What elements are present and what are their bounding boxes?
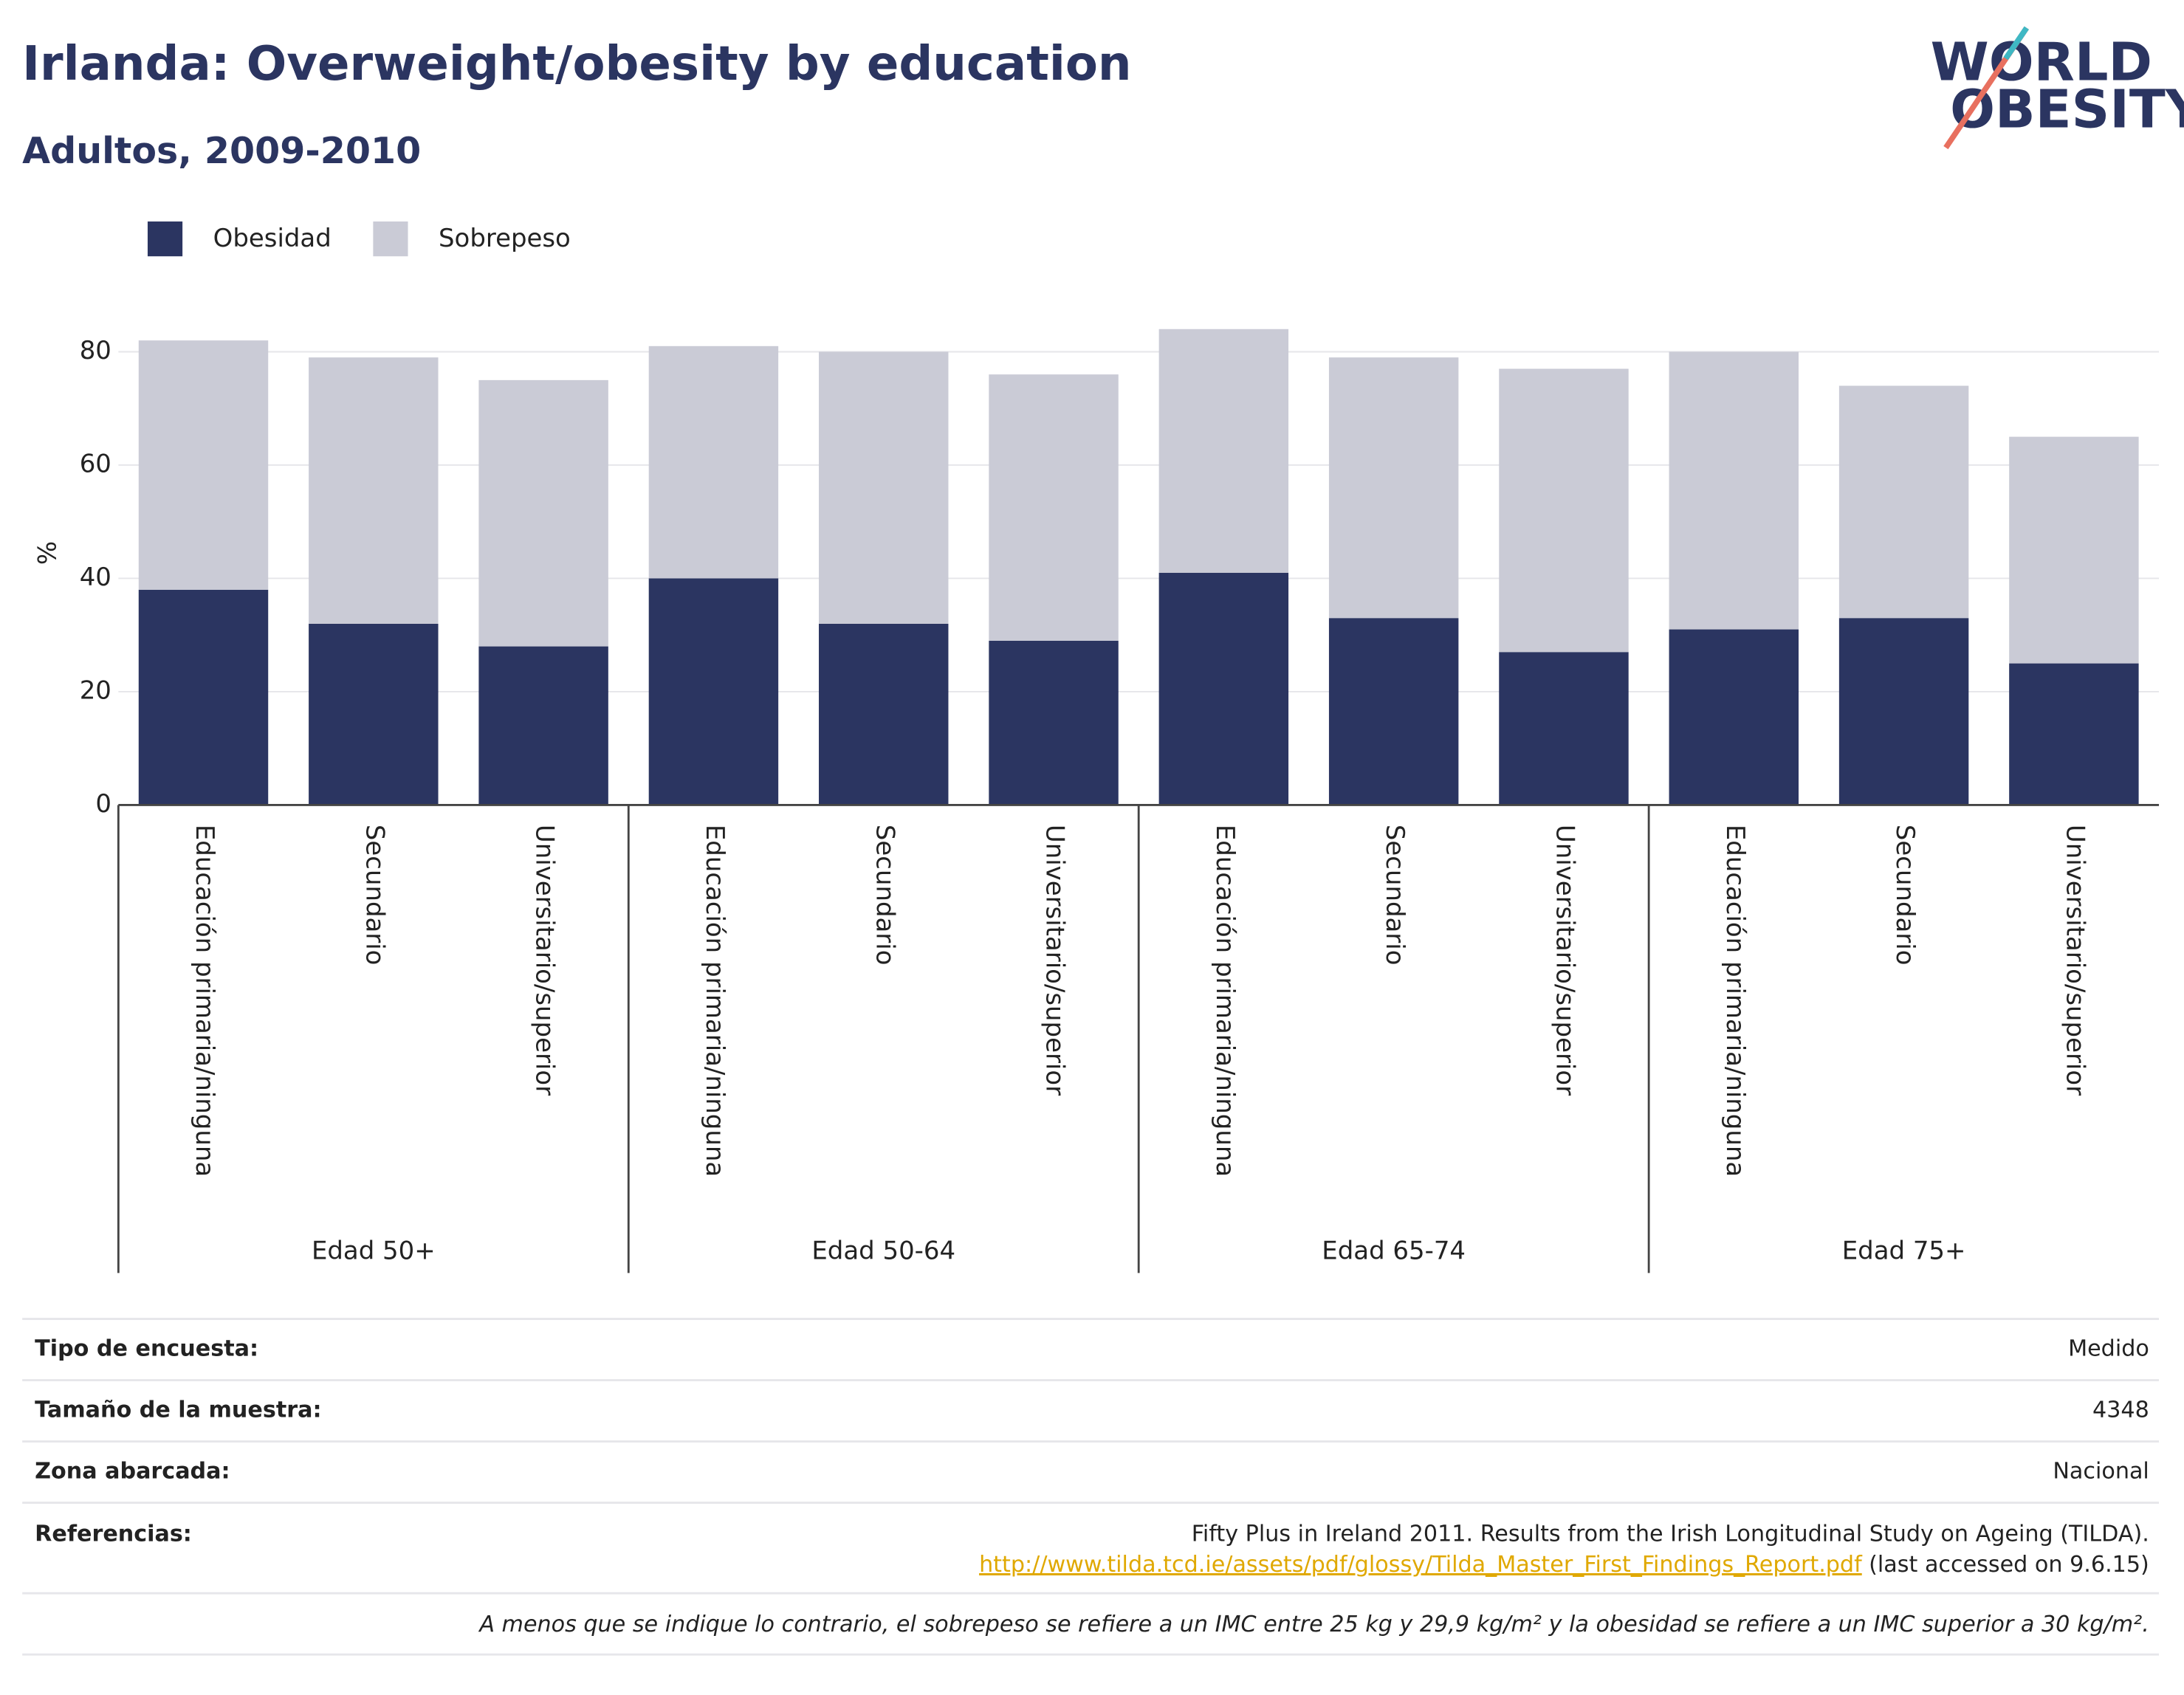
y-axis-label: % bbox=[33, 541, 63, 565]
y-tick-label: 80 bbox=[80, 336, 111, 365]
x-tick-label: Secundario bbox=[360, 825, 389, 966]
footer-value: 4348 bbox=[2092, 1397, 2149, 1423]
x-tick-label: Educación primaria/ninguna bbox=[190, 825, 219, 1177]
group-label: Edad 50+ bbox=[312, 1237, 436, 1266]
x-tick-label: Secundario bbox=[1380, 825, 1409, 966]
chart-subtitle: Adultos, 2009-2010 bbox=[22, 129, 421, 172]
bar-segment bbox=[1158, 572, 1289, 805]
chart-title: Irlanda: Overweight/obesity by education bbox=[22, 36, 1131, 92]
group-label: Edad 75+ bbox=[1842, 1237, 1966, 1266]
bar-segment bbox=[1328, 618, 1459, 805]
bar-segment bbox=[648, 578, 779, 805]
bar-segment bbox=[1669, 629, 1799, 805]
bar-segment bbox=[819, 623, 949, 805]
bar-segment bbox=[478, 379, 608, 647]
x-tick-label: Universitario/superior bbox=[1040, 825, 1070, 1096]
y-tick-label: 0 bbox=[95, 789, 111, 819]
legend-swatch bbox=[373, 221, 408, 257]
bar-segment bbox=[1158, 329, 1289, 573]
bar-segment bbox=[648, 345, 779, 579]
footer-label: Zona abarcada: bbox=[35, 1459, 230, 1485]
x-tick-label: Educación primaria/ninguna bbox=[1720, 825, 1750, 1177]
logo-text: WORLD bbox=[1931, 30, 2152, 92]
footer-label: Tamaño de la muestra: bbox=[35, 1397, 321, 1423]
logo: WORLD OBESITY bbox=[1931, 26, 2184, 150]
bar-segment bbox=[309, 357, 439, 624]
footer-value: Medido bbox=[2068, 1336, 2149, 1362]
bar-segment bbox=[2009, 436, 2139, 664]
bar-segment bbox=[138, 340, 269, 590]
bar-segment bbox=[1669, 351, 1799, 630]
footer-label: Tipo de encuesta: bbox=[35, 1336, 258, 1362]
legend-label: Sobrepeso bbox=[439, 224, 571, 253]
y-tick-label: 60 bbox=[80, 449, 111, 478]
footer-value: Nacional bbox=[2053, 1459, 2149, 1485]
logo-slash bbox=[2003, 26, 2029, 61]
bar-segment bbox=[989, 374, 1119, 641]
legend-label: Obesidad bbox=[213, 224, 332, 253]
x-tick-label: Secundario bbox=[870, 825, 899, 966]
legend-swatch bbox=[147, 221, 183, 257]
bar-segment bbox=[1838, 385, 1969, 619]
x-tick-label: Universitario/superior bbox=[1550, 825, 1579, 1096]
bar-segment bbox=[1499, 368, 1629, 653]
x-tick-label: Universitario/superior bbox=[530, 825, 560, 1096]
bar-segment bbox=[1838, 618, 1969, 805]
x-tick-label: Secundario bbox=[1890, 825, 1920, 966]
footer-label: Referencias: bbox=[35, 1521, 192, 1547]
bar-segment bbox=[989, 640, 1119, 805]
x-tick-label: Educación primaria/ninguna bbox=[700, 825, 729, 1177]
footer-value: (last accessed on 9.6.15) bbox=[1869, 1552, 2149, 1578]
footnote: A menos que se indique lo contrario, el … bbox=[478, 1612, 2149, 1637]
group-label: Edad 50-64 bbox=[811, 1237, 955, 1266]
x-tick-label: Educación primaria/ninguna bbox=[1210, 825, 1240, 1177]
group-label: Edad 65-74 bbox=[1322, 1237, 1466, 1266]
bar-segment bbox=[309, 623, 439, 805]
y-tick-label: 20 bbox=[80, 675, 111, 705]
bar-segment bbox=[138, 589, 269, 805]
bar-segment bbox=[478, 646, 608, 805]
reference-link[interactable]: http://www.tilda.tcd.ie/assets/pdf/gloss… bbox=[979, 1552, 1863, 1578]
y-tick-label: 40 bbox=[80, 563, 111, 592]
bar-segment bbox=[819, 351, 949, 624]
bar-segment bbox=[1499, 652, 1629, 805]
bar-segment bbox=[1328, 357, 1459, 619]
bar-segment bbox=[2009, 663, 2139, 805]
x-tick-label: Universitario/superior bbox=[2060, 825, 2089, 1096]
footer-value: Fifty Plus in Ireland 2011. Results from… bbox=[1192, 1521, 2149, 1547]
